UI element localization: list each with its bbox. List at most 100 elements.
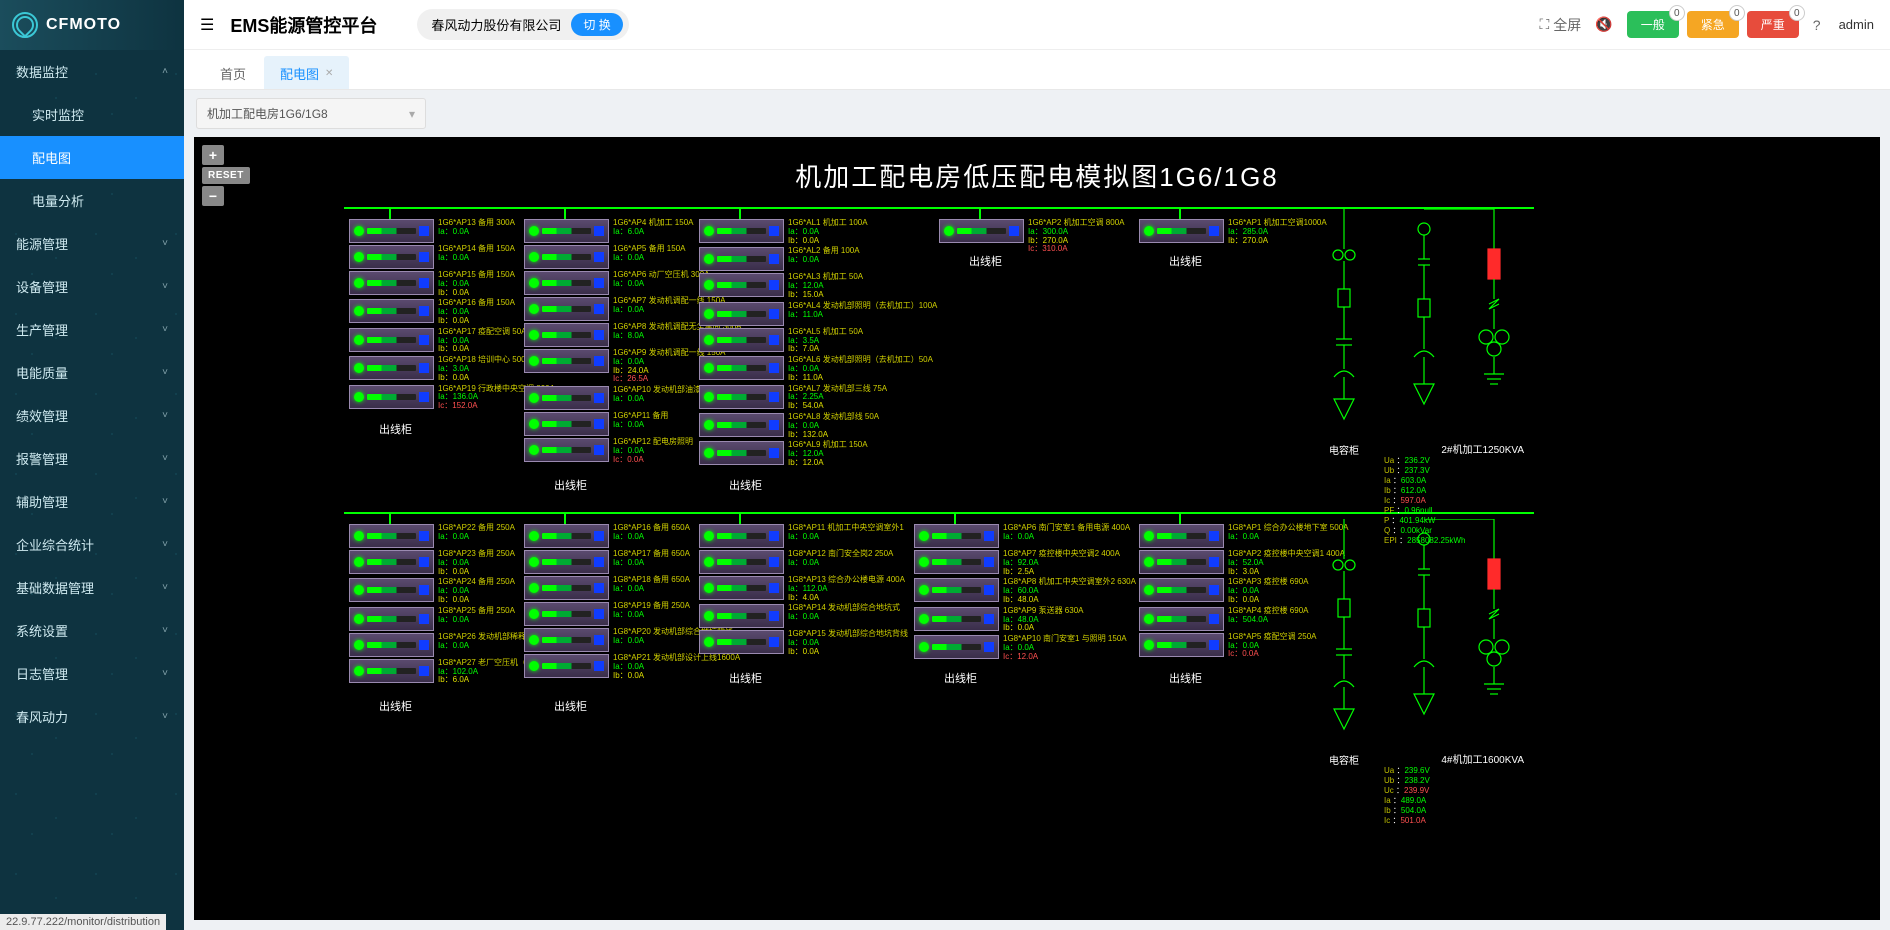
main: 首页配电图✕ 机加工配电房1G6/1G8 ▾ + RESET − 机加工配电房低…: [184, 50, 1890, 930]
toolbar: 机加工配电房1G6/1G8 ▾: [184, 90, 1890, 137]
alarm-badge[interactable]: 一般0: [1627, 11, 1679, 38]
admin-label[interactable]: admin: [1839, 17, 1874, 32]
ap-column: 1G6*AL1 机加工 100AIa：0.0AIb：0.0A 1G6*AL2 备…: [699, 219, 937, 468]
sidebar-item[interactable]: 能源管理˅: [0, 222, 184, 265]
ap-box[interactable]: 1G6*AL7 发动机部三线 75AIa：2.25AIb：54.0A: [699, 385, 937, 411]
company-switcher: 春风动力股份有限公司 切 换: [417, 9, 628, 40]
outlet-label: 出线柜: [729, 670, 762, 686]
chevron-icon: ˄: [162, 66, 168, 77]
outlet-label: 出线柜: [554, 698, 587, 714]
ap-box[interactable]: 1G6*AL3 机加工 50AIa：12.0AIb：15.0A: [699, 273, 937, 299]
alarm-badge[interactable]: 严重0: [1747, 11, 1799, 38]
logo: CFMOTO: [0, 0, 184, 50]
chevron-icon: ˅: [162, 668, 168, 679]
outlet-label: 出线柜: [554, 477, 587, 493]
sidebar-item[interactable]: 日志管理˅: [0, 652, 184, 695]
transformer-title: 4#机加工1600KVA: [1384, 751, 1524, 766]
transformer-readings: Ua ：239.6VUb ：238.2VUc ：239.9VIa ：489.0A…: [1384, 766, 1524, 826]
tabs: 首页配电图✕: [184, 50, 1890, 90]
alarm-count: 0: [1669, 5, 1685, 21]
ap-box[interactable]: 1G8*AP15 发动机部综合地坑背线Ia：0.0AIb：0.0A: [699, 630, 908, 656]
sidebar-item[interactable]: 设备管理˅: [0, 265, 184, 308]
zoom-out-button[interactable]: −: [202, 186, 224, 206]
alarm-count: 0: [1789, 5, 1805, 21]
tab-close-icon[interactable]: ✕: [325, 68, 333, 79]
sidebar-item[interactable]: 辅助管理˅: [0, 480, 184, 523]
chevron-icon: ˅: [162, 539, 168, 550]
help-button[interactable]: ?: [1813, 17, 1821, 33]
ap-box[interactable]: 1G8*AP13 综合办公楼电源 400AIa：112.0AIb：4.0A: [699, 576, 908, 602]
ap-box[interactable]: 1G6*AP1 机加工空调1000AIa：285.0AIb：270.0A: [1139, 219, 1327, 245]
ap-column: 1G6*AP2 机加工空调 800AIa：300.0AIb：270.0AIc：3…: [939, 219, 1124, 254]
chevron-icon: ˅: [162, 238, 168, 249]
sidebar-item[interactable]: 生产管理˅: [0, 308, 184, 351]
ap-box[interactable]: 1G6*AL2 备用 100AIa：0.0A: [699, 247, 937, 271]
sidebar-item[interactable]: 基础数据管理˅: [0, 566, 184, 609]
ap-box[interactable]: 1G6*AP2 机加工空调 800AIa：300.0AIb：270.0AIc：3…: [939, 219, 1124, 254]
sidebar-subitem[interactable]: 实时监控: [0, 93, 184, 136]
ap-box[interactable]: 1G6*AL8 发动机部线 50AIa：0.0AIb：132.0A: [699, 413, 937, 439]
sidebar-subitem[interactable]: 电量分析: [0, 179, 184, 222]
single-line-svg: [1384, 209, 1524, 439]
diagram-title: 机加工配电房低压配电模拟图1G6/1G8: [795, 157, 1279, 194]
ap-box[interactable]: 1G8*AP7 疫控楼中央空调2 400AIa：92.0AIb：2.5A: [914, 550, 1136, 576]
room-selector[interactable]: 机加工配电房1G6/1G8 ▾: [196, 98, 426, 129]
ap-box[interactable]: 1G6*AL1 机加工 100AIa：0.0AIb：0.0A: [699, 219, 937, 245]
outlet-label: 出线柜: [969, 253, 1002, 269]
platform-title: EMS能源管控平台: [230, 12, 377, 38]
outlet-label: 出线柜: [379, 421, 412, 437]
chevron-icon: ˅: [162, 367, 168, 378]
ap-box[interactable]: 1G6*AL4 发动机部照明（去机加工）100AIa：11.0A: [699, 302, 937, 326]
ap-box[interactable]: 1G8*AP14 发动机部综合地坑式Ia：0.0A: [699, 604, 908, 628]
status-bar: 22.9.77.222/monitor/distribution: [0, 914, 166, 930]
room-selector-value: 机加工配电房1G6/1G8: [207, 105, 328, 122]
ap-box[interactable]: 1G6*AL9 机加工 150AIa：12.0AIb：12.0A: [699, 441, 937, 467]
sidebar: 数据监控˄实时监控配电图电量分析能源管理˅设备管理˅生产管理˅电能质量˅绩效管理…: [0, 50, 184, 930]
outlet-label: 出线柜: [944, 670, 977, 686]
ap-box[interactable]: 1G8*AP21 发动机部设计上线1600AIa：0.0AIb：0.0A: [524, 654, 740, 680]
outlet-label: 出线柜: [1169, 253, 1202, 269]
tab[interactable]: 首页: [204, 56, 262, 89]
ap-box[interactable]: 1G8*AP6 南门安室1 备用电源 400AIa：0.0A: [914, 524, 1136, 548]
header: CFMOTO ☰ EMS能源管控平台 春风动力股份有限公司 切 换 ⛶ 全屏 🔇…: [0, 0, 1890, 50]
sidebar-item[interactable]: 春风动力˅: [0, 695, 184, 738]
sidebar-item[interactable]: 绩效管理˅: [0, 394, 184, 437]
sidebar-collapse-button[interactable]: ☰: [200, 15, 214, 35]
zoom-reset-button[interactable]: RESET: [202, 167, 250, 184]
transformer-title: 2#机加工1250KVA: [1384, 441, 1524, 456]
logo-icon: [12, 12, 38, 38]
sidebar-item[interactable]: 报警管理˅: [0, 437, 184, 480]
fullscreen-button[interactable]: ⛶ 全屏: [1539, 15, 1581, 35]
ap-box[interactable]: 1G8*AP9 泵送器 630AIa：48.0AIb：0.0A: [914, 607, 1136, 633]
transformer-block: 4#机加工1600KVAUa ：239.6VUb ：238.2VUc ：239.…: [1384, 519, 1524, 826]
sidebar-item[interactable]: 企业综合统计˅: [0, 523, 184, 566]
alarm-badge[interactable]: 紧急0: [1687, 11, 1739, 38]
zoom-in-button[interactable]: +: [202, 145, 224, 165]
single-line-svg: [1384, 519, 1524, 749]
tab[interactable]: 配电图✕: [264, 56, 349, 89]
switch-company-button[interactable]: 切 换: [571, 13, 622, 36]
capacitor-block: 电容柜: [1314, 209, 1374, 457]
ap-column: 1G8*AP6 南门安室1 备用电源 400AIa：0.0A 1G8*AP7 疫…: [914, 524, 1136, 662]
outlet-label: 出线柜: [729, 477, 762, 493]
outlet-label: 出线柜: [1169, 670, 1202, 686]
company-name: 春风动力股份有限公司: [431, 15, 561, 34]
ap-box[interactable]: 1G8*AP12 南门安全岗2 250AIa：0.0A: [699, 550, 908, 574]
sidebar-item[interactable]: 数据监控˄: [0, 50, 184, 93]
ap-box[interactable]: 1G8*AP10 南门安室1 与照明 150AIa：0.0AIc：12.0A: [914, 635, 1136, 661]
chevron-icon: ˅: [162, 410, 168, 421]
brand-text: CFMOTO: [46, 16, 121, 34]
ap-box[interactable]: 1G6*AL5 机加工 50AIa：3.5AIb：7.0A: [699, 328, 937, 354]
sidebar-item[interactable]: 电能质量˅: [0, 351, 184, 394]
chevron-icon: ˅: [162, 625, 168, 636]
diagram-canvas: + RESET − 机加工配电房低压配电模拟图1G6/1G8 1G6*AP13 …: [194, 137, 1880, 920]
chevron-icon: ˅: [162, 324, 168, 335]
sidebar-item[interactable]: 系统设置˅: [0, 609, 184, 652]
ap-box[interactable]: 1G8*AP11 机加工中央空调室外1Ia：0.0A: [699, 524, 908, 548]
chevron-icon: ˅: [162, 496, 168, 507]
sidebar-subitem[interactable]: 配电图: [0, 136, 184, 179]
ap-box[interactable]: 1G8*AP8 机加工中央空调室外2 630AIa：60.0AIb：48.0A: [914, 578, 1136, 604]
mute-button[interactable]: 🔇: [1595, 16, 1612, 33]
ap-column: 1G6*AP1 机加工空调1000AIa：285.0AIb：270.0A: [1139, 219, 1327, 245]
ap-box[interactable]: 1G6*AL6 发动机部照明（去机加工）50AIa：0.0AIb：11.0A: [699, 356, 937, 382]
